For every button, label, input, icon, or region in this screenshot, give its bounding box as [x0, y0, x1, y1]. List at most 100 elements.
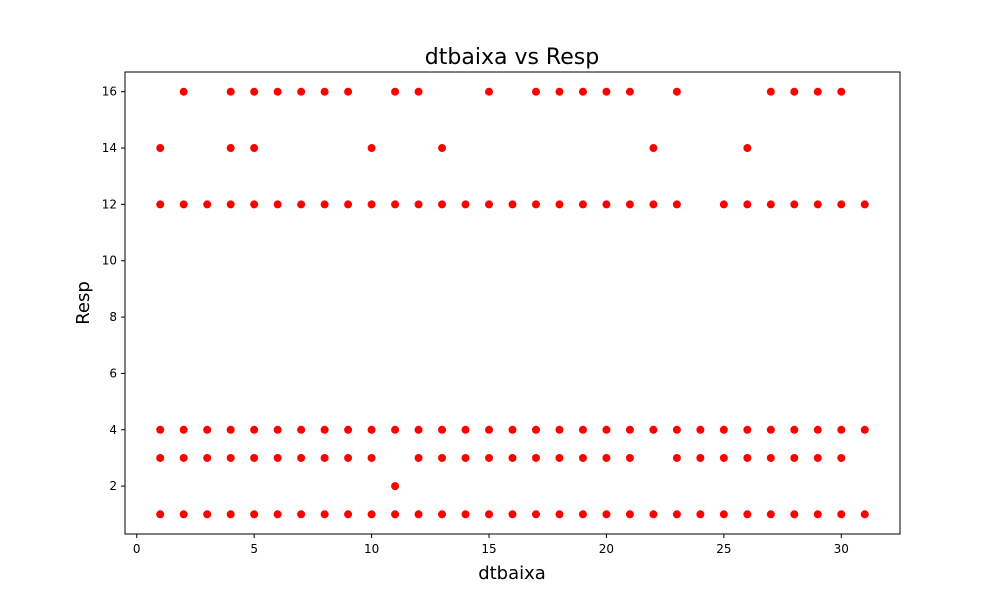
data-point: [531, 510, 540, 519]
data-point: [344, 453, 353, 462]
data-point: [414, 510, 423, 519]
data-point: [790, 200, 799, 209]
data-point: [485, 510, 494, 519]
data-point: [743, 425, 752, 434]
plot-frame: [124, 71, 901, 535]
data-point: [179, 510, 188, 519]
data-point: [179, 425, 188, 434]
data-point: [320, 200, 329, 209]
data-point: [461, 425, 470, 434]
data-point: [391, 482, 400, 491]
data-point: [344, 200, 353, 209]
data-point: [531, 453, 540, 462]
data-point: [531, 87, 540, 96]
data-point: [602, 510, 611, 519]
data-point: [367, 453, 376, 462]
data-point: [414, 200, 423, 209]
data-point: [813, 453, 822, 462]
data-point: [743, 144, 752, 153]
data-point: [555, 200, 564, 209]
data-point: [273, 510, 282, 519]
data-point: [813, 200, 822, 209]
data-point: [344, 510, 353, 519]
data-point: [696, 453, 705, 462]
data-point: [226, 453, 235, 462]
x-tick-label: 10: [364, 542, 379, 556]
data-point: [625, 510, 634, 519]
data-point: [555, 87, 564, 96]
data-point: [860, 425, 869, 434]
data-point: [226, 200, 235, 209]
data-point: [391, 87, 400, 96]
y-tick-label: 6: [109, 366, 117, 380]
data-point: [602, 200, 611, 209]
data-point: [790, 510, 799, 519]
data-point: [766, 200, 775, 209]
data-point: [367, 425, 376, 434]
data-points: [156, 87, 869, 519]
data-point: [578, 453, 587, 462]
data-point: [485, 425, 494, 434]
data-point: [297, 425, 306, 434]
data-point: [344, 425, 353, 434]
data-point: [391, 425, 400, 434]
data-point: [297, 510, 306, 519]
data-point: [203, 425, 212, 434]
data-point: [226, 87, 235, 96]
x-axis: 0 5 10 15 20 25 30: [133, 534, 849, 556]
data-point: [743, 200, 752, 209]
y-axis: 2 4 6 8 10 12 14 16: [102, 85, 125, 493]
data-point: [766, 510, 775, 519]
data-point: [837, 510, 846, 519]
x-tick-label: 0: [133, 542, 141, 556]
y-tick-label: 14: [102, 141, 117, 155]
data-point: [391, 510, 400, 519]
data-point: [672, 510, 681, 519]
data-point: [156, 200, 165, 209]
x-tick-label: 25: [716, 542, 731, 556]
data-point: [414, 87, 423, 96]
x-axis-label: dtbaixa: [478, 563, 546, 584]
y-tick-label: 4: [109, 423, 117, 437]
data-point: [273, 200, 282, 209]
data-point: [837, 200, 846, 209]
data-point: [649, 200, 658, 209]
data-point: [320, 425, 329, 434]
data-point: [719, 200, 728, 209]
data-point: [625, 453, 634, 462]
data-point: [531, 425, 540, 434]
data-point: [250, 453, 259, 462]
data-point: [625, 87, 634, 96]
data-point: [391, 200, 400, 209]
data-point: [602, 87, 611, 96]
data-point: [719, 510, 728, 519]
data-point: [414, 453, 423, 462]
data-point: [179, 87, 188, 96]
data-point: [250, 200, 259, 209]
data-point: [837, 453, 846, 462]
data-point: [273, 87, 282, 96]
data-point: [672, 200, 681, 209]
data-point: [461, 510, 470, 519]
data-point: [766, 87, 775, 96]
data-point: [766, 453, 775, 462]
data-point: [508, 453, 517, 462]
data-point: [508, 510, 517, 519]
x-tick-label: 15: [481, 542, 496, 556]
data-point: [203, 200, 212, 209]
data-point: [226, 144, 235, 153]
data-point: [320, 510, 329, 519]
data-point: [273, 425, 282, 434]
data-point: [297, 87, 306, 96]
data-point: [250, 510, 259, 519]
data-point: [743, 510, 752, 519]
data-point: [672, 87, 681, 96]
data-point: [555, 510, 564, 519]
data-point: [367, 510, 376, 519]
data-point: [414, 425, 423, 434]
data-point: [649, 510, 658, 519]
data-point: [320, 87, 329, 96]
y-tick-label: 8: [109, 310, 117, 324]
data-point: [250, 425, 259, 434]
x-tick-label: 20: [599, 542, 614, 556]
